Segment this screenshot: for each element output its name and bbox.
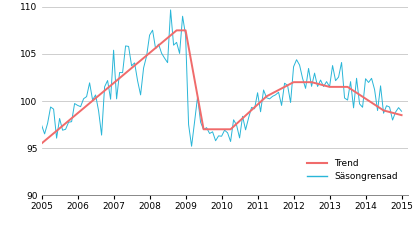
Legend: Trend, Säsongrensad: Trend, Säsongrensad: [305, 157, 399, 183]
